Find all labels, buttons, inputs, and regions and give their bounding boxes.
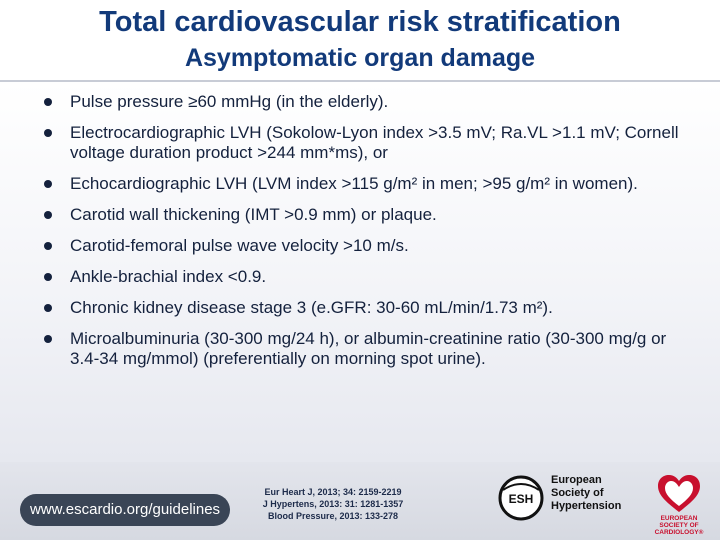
bullet-text: Echocardiographic LVH (LVM index >115 g/… xyxy=(70,174,638,193)
bullet-text: Ankle-brachial index <0.9. xyxy=(70,267,267,286)
content-area: Pulse pressure ≥60 mmHg (in the elderly)… xyxy=(0,82,720,462)
esc-name-line: CARDIOLOGY® xyxy=(655,528,704,536)
esc-name-line: EUROPEAN xyxy=(661,515,698,522)
bullet-dot-icon xyxy=(44,98,52,106)
bullet-text: Microalbuminuria (30-300 mg/24 h), or al… xyxy=(70,329,667,368)
reference-line: Blood Pressure, 2013: 133-278 xyxy=(267,511,399,521)
reference-line: Eur Heart J, 2013; 34: 2159-2219 xyxy=(264,487,402,497)
bullet-dot-icon xyxy=(44,273,52,281)
bullet-dot-icon xyxy=(44,129,52,137)
esh-abbrev: ESH xyxy=(509,492,534,506)
esh-name-line: European xyxy=(551,474,602,486)
bullet-item: Ankle-brachial index <0.9. xyxy=(0,267,720,287)
bullet-dot-icon xyxy=(44,335,52,343)
title-divider xyxy=(0,80,720,82)
references: Eur Heart J, 2013; 34: 2159-2219 J Hyper… xyxy=(228,486,438,522)
slide-subtitle: Asymptomatic organ damage xyxy=(184,44,536,72)
reference-line: J Hypertens, 2013: 31: 1281-1357 xyxy=(262,499,404,509)
bullet-item: Echocardiographic LVH (LVM index >115 g/… xyxy=(0,174,720,194)
bullet-dot-icon xyxy=(44,180,52,188)
guidelines-link[interactable]: www.escardio.org/guidelines xyxy=(20,494,230,526)
esc-logo-icon: EUROPEAN SOCIETY OF CARDIOLOGY® xyxy=(655,475,704,536)
bullet-text: Chronic kidney disease stage 3 (e.GFR: 3… xyxy=(70,298,553,317)
esh-name: European Society of Hypertension xyxy=(551,474,621,513)
title-area: Total cardiovascular risk stratification… xyxy=(0,0,720,80)
bullet-text: Pulse pressure ≥60 mmHg (in the elderly)… xyxy=(70,92,389,111)
bullet-list: Pulse pressure ≥60 mmHg (in the elderly)… xyxy=(0,92,720,380)
esh-name-line: Hypertension xyxy=(551,500,622,512)
esh-logo-icon: ESH xyxy=(498,475,544,521)
bullet-dot-icon xyxy=(44,304,52,312)
bullet-item: Chronic kidney disease stage 3 (e.GFR: 3… xyxy=(0,298,720,318)
bullet-dot-icon xyxy=(44,211,52,219)
esh-name-line: Society of xyxy=(551,487,604,499)
slide-title: Total cardiovascular risk stratification xyxy=(99,6,621,38)
bullet-dot-icon xyxy=(44,242,52,250)
bullet-item: Microalbuminuria (30-300 mg/24 h), or al… xyxy=(0,329,720,369)
esc-name-line: SOCIETY OF xyxy=(659,522,698,529)
bullet-text: Carotid-femoral pulse wave velocity >10 … xyxy=(70,236,409,255)
bullet-item: Carotid-femoral pulse wave velocity >10 … xyxy=(0,236,720,256)
footer: www.escardio.org/guidelines Eur Heart J,… xyxy=(0,462,720,540)
bullet-item: Pulse pressure ≥60 mmHg (in the elderly)… xyxy=(0,92,720,112)
bullet-item: Electrocardiographic LVH (Sokolow-Lyon i… xyxy=(0,123,720,163)
bullet-text: Carotid wall thickening (IMT >0.9 mm) or… xyxy=(70,205,437,224)
bullet-item: Carotid wall thickening (IMT >0.9 mm) or… xyxy=(0,205,720,225)
bullet-text: Electrocardiographic LVH (Sokolow-Lyon i… xyxy=(70,123,679,162)
